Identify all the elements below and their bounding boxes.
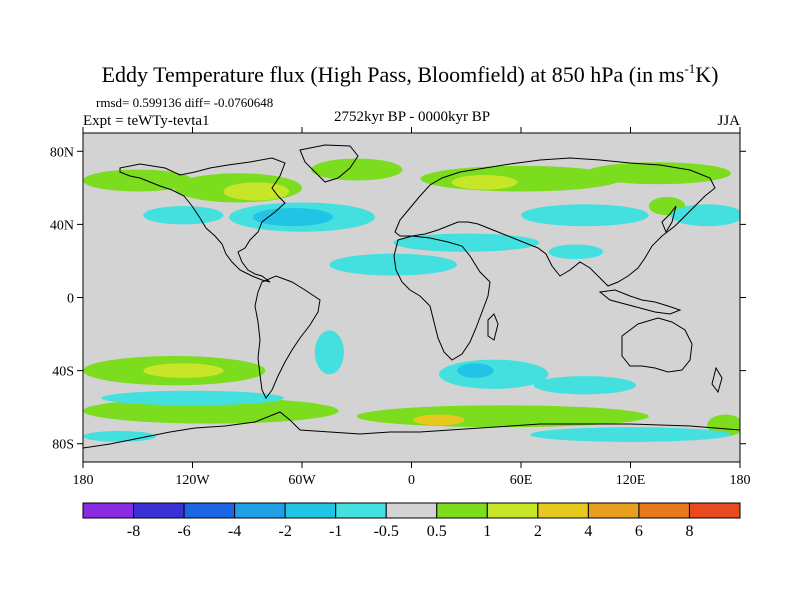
lat-tick-label: 0	[67, 292, 74, 307]
colorbar-tick-label: 2	[534, 523, 542, 540]
coastline-south-america	[254, 275, 321, 399]
negative-flux-region	[83, 430, 156, 442]
negative-flux-region	[457, 363, 494, 378]
negative-flux-region	[530, 427, 731, 442]
coastline-japan	[661, 205, 677, 234]
coastline-australia	[621, 317, 693, 373]
negative-flux-region	[252, 207, 334, 227]
negative-flux-region	[548, 244, 604, 260]
colorbar-swatch	[688, 502, 741, 519]
negative-flux-region	[314, 330, 344, 375]
negative-flux-region	[101, 390, 284, 406]
positive-flux-region	[584, 162, 731, 185]
positive-flux-region	[83, 169, 193, 192]
lon-tick-label: 120E	[616, 473, 646, 488]
negative-flux-region	[670, 204, 740, 227]
colorbar-swatch	[638, 502, 690, 519]
lat-tick-label: 40N	[50, 218, 74, 233]
colorbar-swatch	[486, 502, 539, 519]
positive-flux-region	[413, 414, 465, 426]
negative-flux-region	[329, 253, 458, 276]
lon-tick-label: 60W	[288, 473, 316, 488]
colorbar-tick-label: 4	[584, 523, 592, 540]
colorbar-tick-label: 8	[685, 523, 693, 540]
colorbar-swatch	[335, 502, 387, 519]
colorbar-swatch	[183, 502, 236, 519]
negative-flux-region	[438, 359, 549, 389]
coastline-greenland	[299, 144, 359, 183]
negative-flux-region	[533, 376, 636, 395]
colorbar-swatch	[284, 502, 337, 519]
positive-flux-region	[83, 398, 339, 424]
negative-flux-region	[143, 206, 224, 225]
flux-field-layer	[83, 158, 740, 442]
period-label: 2752kyr BP - 0000kyr BP	[334, 109, 490, 125]
lat-tick-label: 40S	[52, 365, 74, 380]
colorbar-tick-label: 6	[635, 523, 643, 540]
colorbar-swatch	[537, 502, 589, 519]
lon-tick-label: 120W	[175, 473, 210, 488]
colorbar-swatch	[436, 502, 488, 519]
lon-tick-label: 180	[730, 473, 751, 488]
colorbar-tick-label: -0.5	[374, 523, 399, 540]
positive-flux-region	[311, 158, 403, 181]
coastline-antarctica	[83, 411, 740, 449]
coastline-maritime-asia	[598, 289, 682, 315]
coastline-layer	[83, 144, 740, 449]
colorbar-tick-label: 1	[483, 523, 491, 540]
lat-tick-label: 80S	[52, 438, 74, 453]
colorbar-swatch	[385, 502, 438, 519]
experiment-label: Expt = teWTy-tevta1	[83, 113, 210, 129]
colorbar-tick-label: 0.5	[427, 523, 447, 540]
colorbar-swatch	[133, 502, 185, 519]
colorbar-swatch	[234, 502, 286, 519]
colorbar-tick-label: -1	[329, 523, 342, 540]
season-label: JJA	[717, 113, 740, 129]
positive-flux-region	[143, 363, 224, 378]
lat-tick-label: 80N	[50, 145, 74, 160]
colorbar-tick-label: -6	[177, 523, 190, 540]
colorbar-tick-label: -8	[127, 523, 140, 540]
map-title: Eddy Temperature flux (High Pass, Bloomf…	[102, 61, 719, 87]
map-axes: 180 120W 60W 0 60E 120E 180 80N 40N 0 40S 80S	[50, 127, 751, 488]
lon-tick-label: 60E	[510, 473, 533, 488]
coastline-eurasia	[394, 157, 716, 287]
coastline-madagascar	[487, 313, 499, 341]
colorbar-swatch	[587, 502, 640, 519]
coastline-north-america	[119, 157, 286, 283]
colorbar-tick-label: -2	[278, 523, 291, 540]
colorbar: -8 -6 -4 -2 -1 -0.5 0.5 1 2 4 6 8	[82, 502, 741, 540]
coastline-new-zealand	[711, 366, 723, 394]
colorbar-swatch	[82, 502, 135, 519]
negative-flux-region	[521, 204, 649, 227]
lon-tick-label: 180	[73, 473, 94, 488]
stats-line: rmsd= 0.599136 diff= -0.0760648	[96, 95, 273, 110]
coastline-africa	[393, 235, 491, 361]
lon-tick-label: 0	[408, 473, 415, 488]
positive-flux-region	[451, 175, 518, 190]
colorbar-tick-label: -4	[228, 523, 241, 540]
